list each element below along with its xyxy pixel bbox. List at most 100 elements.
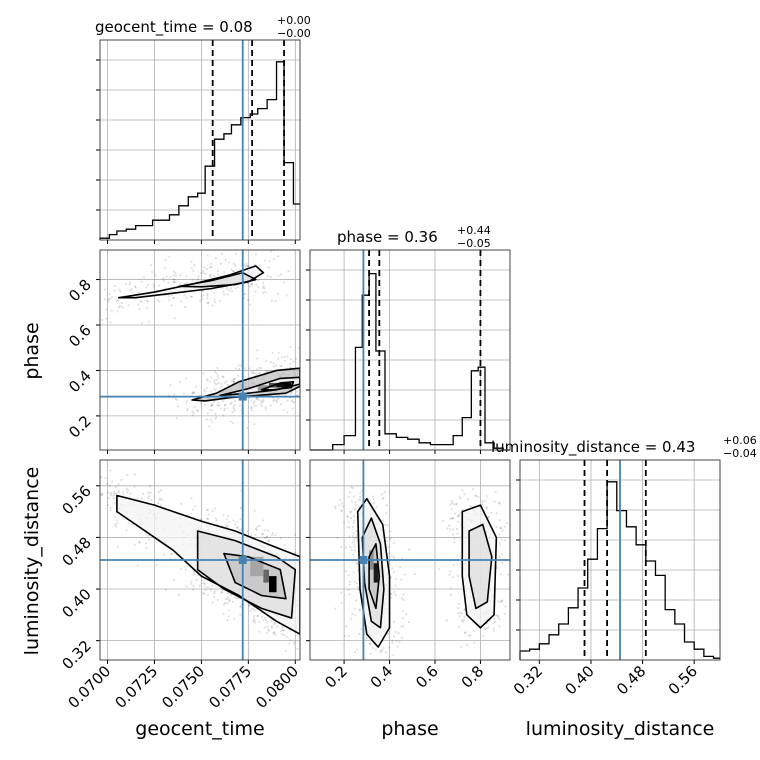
panel-geocent-time-vs-phase-sample [174,397,177,400]
panel-geocent-time-vs-phase-sample [221,286,224,290]
panel-geocent-time-vs-luminosity-distance-sample [185,585,188,588]
panel-phase-vs-luminosity-distance-sample [391,555,394,558]
panel-geocent-time-vs-luminosity-distance-frame [99,459,301,661]
title-phase: phase = 0.36 +0.44 −0.05 [337,224,491,250]
panel-geocent-time-vs-phase-sample [186,409,189,412]
title-luminosity-distance-main: luminosity_distance = 0.43 [491,438,695,457]
panel-phase-vs-luminosity-distance-sample [475,494,478,498]
panel-geocent-time-vs-luminosity-distance-sample [95,499,97,501]
panel-phase-vs-luminosity-distance-sample [375,506,378,509]
panel-phase-vs-luminosity-distance-sample [397,632,400,635]
panel-geocent-time-vs-luminosity-distance-sample [226,525,229,528]
panel-geocent-time-vs-luminosity-distance-sample [283,543,286,547]
panel-phase-vs-luminosity-distance-sample [336,536,339,540]
panel-phase-vs-luminosity-distance-sample [351,526,355,529]
panel-phase-vs-luminosity-distance-sample [374,648,378,651]
xlabel-geocent-time: geocent_time [135,718,264,740]
panel-phase-vs-luminosity-distance-sample [352,553,355,556]
panel-geocent-time-vs-phase-sample [173,281,177,284]
panel-geocent-time-vs-luminosity-distance-sample [110,480,114,483]
panel-geocent-time-vs-phase-sample [174,272,177,275]
panel-geocent-time-vs-phase-sample [234,287,237,290]
panel-geocent-time-vs-luminosity-distance-sample [302,626,304,628]
panel-geocent-time-vs-phase-sample [286,355,289,358]
panel-geocent-time-vs-luminosity-distance-sample [236,526,239,529]
panel-geocent-time-vs-phase-sample [209,405,213,408]
panel-phase-vs-luminosity-distance-sample [472,487,475,490]
panel-phase-vs-luminosity-distance-sample [459,611,462,614]
panel-phase-vs-luminosity-distance-sample [348,593,351,596]
panel-geocent-time-vs-luminosity-distance-sample [125,473,129,477]
panel-geocent-time-vs-phase-sample [225,379,228,383]
panel-geocent-time-vs-phase-sample [191,391,194,394]
panel-phase-vs-luminosity-distance-sample [485,507,489,510]
panel-geocent-time-vs-phase-sample [172,280,175,283]
panel-geocent-time-vs-phase-sample [275,401,278,404]
panel-geocent-time-vs-phase-sample [128,283,131,286]
panel-phase-vs-luminosity-distance-sample [466,643,469,647]
panel-phase-vs-luminosity-distance-sample [358,609,361,612]
panel-geocent-time-vs-phase-sample [264,370,267,374]
panel-phase-vs-luminosity-distance-sample [496,614,500,617]
ylabel-luminosity-distance: luminosity_distance [21,467,43,656]
panel-geocent-time-vs-phase-sample [270,360,273,364]
panel-geocent-time-vs-phase-sample [172,274,175,277]
panel-geocent-time-vs-phase-sample [202,293,205,297]
panel-phase-vs-luminosity-distance-sample [396,645,399,648]
panel-geocent-time-vs-phase-sample [200,295,203,298]
panel-geocent-time-vs-luminosity-distance-sample [273,622,276,626]
panel-geocent-time-vs-luminosity-distance-sample [258,524,261,527]
panel-geocent-time-vs-phase-sample [250,406,253,409]
panel-phase-vs-luminosity-distance-sample [503,525,506,528]
panel-geocent-time-vs-luminosity-distance-sample [158,498,162,501]
panel-geocent-time-vs-luminosity-distance-sample [311,568,313,570]
panel-geocent-time-vs-phase-sample [233,404,236,407]
panel-geocent-time-vs-luminosity-distance-sample [113,523,116,526]
panel-geocent-time-vs-phase-sample [215,416,218,419]
panel-geocent-time-vs-luminosity-distance-sample [108,485,111,488]
panel-geocent-time-vs-luminosity-distance-sample [213,592,216,595]
panel-geocent-time-vs-phase-sample [222,414,225,417]
panel-geocent-time-vs-phase-sample [151,270,154,274]
panel-geocent-time-vs-phase-sample [192,391,195,394]
panel-geocent-time-vs-phase-sample [209,266,212,269]
panel-phase-vs-luminosity-distance-sample [490,511,493,514]
panel-phase-vs-luminosity-distance-sample [449,517,452,521]
panel-geocent-time-vs-luminosity-distance-sample [213,507,216,510]
panel-phase-vs-luminosity-distance-sample [355,562,358,565]
panel-geocent-time-vs-phase-sample [215,379,218,382]
panel-phase-vs-luminosity-distance-sample [499,600,502,603]
panel-geocent-time-vs-luminosity-distance-sample [200,518,203,521]
hist-luminosity-distance-frame [519,459,721,661]
panel-phase-vs-luminosity-distance-sample [446,527,449,530]
panel-phase-vs-luminosity-distance-sample [462,618,465,621]
panel-geocent-time-vs-luminosity-distance-sample [271,532,275,535]
panel-geocent-time-vs-phase-sample [209,273,212,276]
panel-geocent-time-vs-phase-sample [185,377,188,380]
panel-phase-vs-luminosity-distance-sample [357,661,359,663]
panel-phase-vs-luminosity-distance-sample [503,612,507,615]
panel-geocent-time-vs-phase-sample [252,404,256,407]
panel-phase-vs-luminosity-distance-xtick-label-0: 0.2 [321,662,351,692]
panel-phase-vs-luminosity-distance-sample [481,501,484,504]
panel-geocent-time-vs-luminosity-distance-sample [104,476,107,480]
panel-phase-vs-luminosity-distance-sample [492,629,495,633]
panel-geocent-time-vs-luminosity-distance-sample [206,517,209,520]
panel-phase-vs-luminosity-distance-sample [481,503,484,506]
panel-geocent-time-vs-luminosity-distance-sample [258,620,261,624]
panel-geocent-time-vs-phase-sample [205,267,208,271]
panel-geocent-time-vs-phase-sample [192,269,195,272]
panel-geocent-time-vs-phase-sample [209,262,213,265]
panel-geocent-time-vs-phase-sample [235,252,238,256]
panel-geocent-time-vs-phase-sample [264,405,267,408]
panel-geocent-time-vs-luminosity-distance-sample [252,619,255,623]
panel-phase-vs-luminosity-distance-sample [467,634,470,637]
panel-geocent-time-vs-phase-sample [103,288,107,291]
panel-geocent-time-vs-luminosity-distance-sample [162,553,166,556]
panel-geocent-time-vs-luminosity-distance-sample [107,497,110,500]
panel-geocent-time-vs-luminosity-distance-sample [280,627,284,630]
panel-phase-vs-luminosity-distance-sample [511,501,513,503]
panel-geocent-time-vs-phase-sample [257,372,260,375]
panel-geocent-time-vs-luminosity-distance-sample [192,572,195,576]
panel-geocent-time-vs-phase-sample [145,307,149,310]
